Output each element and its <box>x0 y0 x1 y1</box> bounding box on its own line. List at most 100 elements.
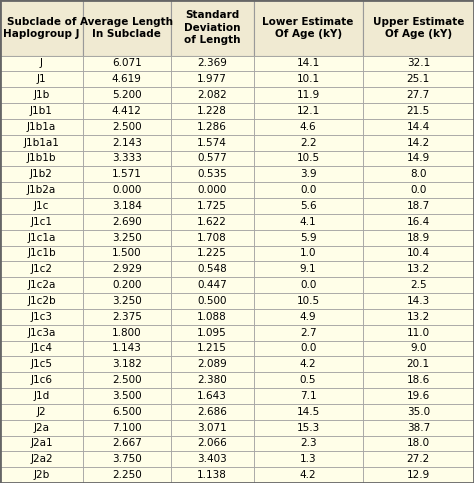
Bar <box>363 404 474 420</box>
Text: 0.0: 0.0 <box>300 280 316 290</box>
Bar <box>254 151 363 166</box>
Bar <box>0 277 83 293</box>
Bar <box>83 119 171 135</box>
Bar <box>0 103 83 119</box>
Bar <box>0 261 83 277</box>
Text: 4.1: 4.1 <box>300 217 317 227</box>
Text: 0.577: 0.577 <box>197 154 227 163</box>
Bar <box>0 388 83 404</box>
Bar <box>171 103 254 119</box>
Text: 5.6: 5.6 <box>300 201 317 211</box>
Bar <box>83 388 171 404</box>
Text: J2: J2 <box>36 407 46 417</box>
Bar <box>0 436 83 451</box>
Bar <box>363 451 474 467</box>
Text: 2.500: 2.500 <box>112 122 142 132</box>
Bar <box>254 87 363 103</box>
Text: 1.571: 1.571 <box>112 169 142 179</box>
Bar <box>171 341 254 356</box>
Bar <box>254 198 363 214</box>
Bar <box>363 356 474 372</box>
Bar <box>0 467 83 483</box>
Text: J1b2: J1b2 <box>30 169 53 179</box>
Bar <box>0 404 83 420</box>
Text: 0.548: 0.548 <box>197 264 227 274</box>
Bar <box>83 420 171 436</box>
Text: 2.250: 2.250 <box>112 470 142 480</box>
Bar <box>363 245 474 261</box>
Bar <box>254 166 363 182</box>
Text: 2.686: 2.686 <box>197 407 227 417</box>
Text: 4.6: 4.6 <box>300 122 317 132</box>
Text: 2.3: 2.3 <box>300 439 317 448</box>
Bar <box>363 151 474 166</box>
Bar <box>0 166 83 182</box>
Text: 8.0: 8.0 <box>410 169 427 179</box>
Text: J1c3: J1c3 <box>30 312 53 322</box>
Bar <box>254 277 363 293</box>
Text: 7.100: 7.100 <box>112 423 142 433</box>
Text: J1c1b: J1c1b <box>27 248 56 258</box>
Text: 20.1: 20.1 <box>407 359 430 369</box>
Bar <box>363 261 474 277</box>
Bar <box>0 420 83 436</box>
Text: 10.4: 10.4 <box>407 248 430 258</box>
Text: 13.2: 13.2 <box>407 264 430 274</box>
Text: 9.0: 9.0 <box>410 343 427 354</box>
Bar <box>254 135 363 151</box>
Text: 13.2: 13.2 <box>407 312 430 322</box>
Text: Standard
Deviation
of Length: Standard Deviation of Length <box>184 10 240 45</box>
Bar <box>254 467 363 483</box>
Text: 0.0: 0.0 <box>410 185 427 195</box>
Text: 11.9: 11.9 <box>296 90 320 100</box>
Bar <box>254 356 363 372</box>
Bar <box>254 214 363 230</box>
Bar <box>254 182 363 198</box>
Text: 2.690: 2.690 <box>112 217 142 227</box>
Bar <box>171 230 254 245</box>
Bar <box>363 309 474 325</box>
Bar <box>171 198 254 214</box>
Bar <box>363 135 474 151</box>
Text: 2.066: 2.066 <box>197 439 227 448</box>
Bar <box>0 214 83 230</box>
Text: J1b1: J1b1 <box>30 106 53 116</box>
Bar <box>0 230 83 245</box>
Bar <box>171 182 254 198</box>
Text: J1d: J1d <box>33 391 50 401</box>
Text: 1.574: 1.574 <box>197 138 227 148</box>
Bar <box>254 436 363 451</box>
Bar <box>171 245 254 261</box>
Text: 18.0: 18.0 <box>407 439 430 448</box>
Text: 7.1: 7.1 <box>300 391 317 401</box>
Bar <box>83 103 171 119</box>
Text: 14.4: 14.4 <box>407 122 430 132</box>
Text: 3.500: 3.500 <box>112 391 142 401</box>
Text: 2.500: 2.500 <box>112 375 142 385</box>
Text: 18.6: 18.6 <box>407 375 430 385</box>
Bar <box>363 436 474 451</box>
Text: 1.286: 1.286 <box>197 122 227 132</box>
Text: Upper Estimate
Of Age (kY): Upper Estimate Of Age (kY) <box>373 16 464 39</box>
Text: 11.0: 11.0 <box>407 327 430 338</box>
Bar <box>363 103 474 119</box>
Bar <box>254 388 363 404</box>
Bar <box>363 198 474 214</box>
Text: 35.0: 35.0 <box>407 407 430 417</box>
Bar <box>254 261 363 277</box>
Text: J: J <box>40 58 43 69</box>
Bar <box>0 451 83 467</box>
Text: 1.977: 1.977 <box>197 74 227 85</box>
Text: 10.5: 10.5 <box>297 154 319 163</box>
Bar <box>83 309 171 325</box>
Bar <box>171 166 254 182</box>
Bar <box>171 404 254 420</box>
Bar <box>0 182 83 198</box>
Bar <box>171 277 254 293</box>
Text: 21.5: 21.5 <box>407 106 430 116</box>
Text: 1.228: 1.228 <box>197 106 227 116</box>
Text: 3.333: 3.333 <box>112 154 142 163</box>
Text: J1c1a: J1c1a <box>27 233 55 242</box>
Text: 4.2: 4.2 <box>300 470 317 480</box>
Text: 1.3: 1.3 <box>300 454 317 464</box>
